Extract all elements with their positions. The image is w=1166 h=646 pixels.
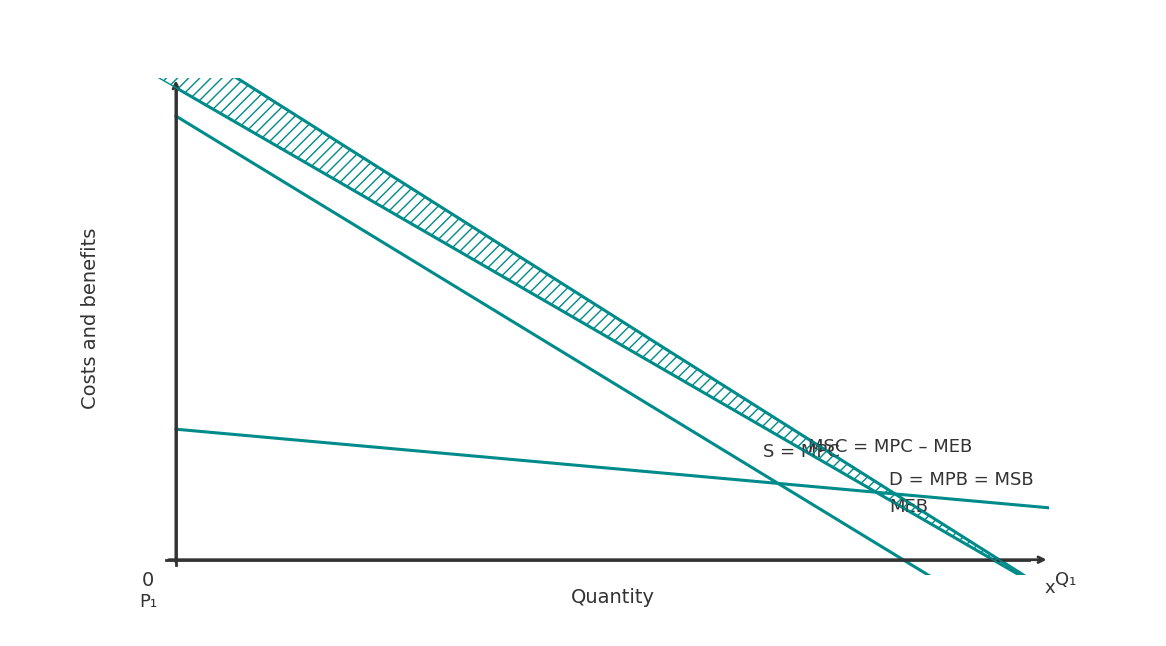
Text: Quantity: Quantity [570,588,654,607]
Text: x: x [1044,579,1055,597]
Text: Q₁: Q₁ [1055,571,1077,589]
Text: MSC = MPC – MEB: MSC = MPC – MEB [808,438,972,456]
Text: P₁: P₁ [140,593,157,611]
Text: 0: 0 [141,571,154,590]
Text: Costs and benefits: Costs and benefits [80,228,100,410]
Text: S = MPC: S = MPC [764,443,840,461]
Text: MEB: MEB [888,497,928,516]
Text: D = MPB = MSB: D = MPB = MSB [888,471,1033,488]
